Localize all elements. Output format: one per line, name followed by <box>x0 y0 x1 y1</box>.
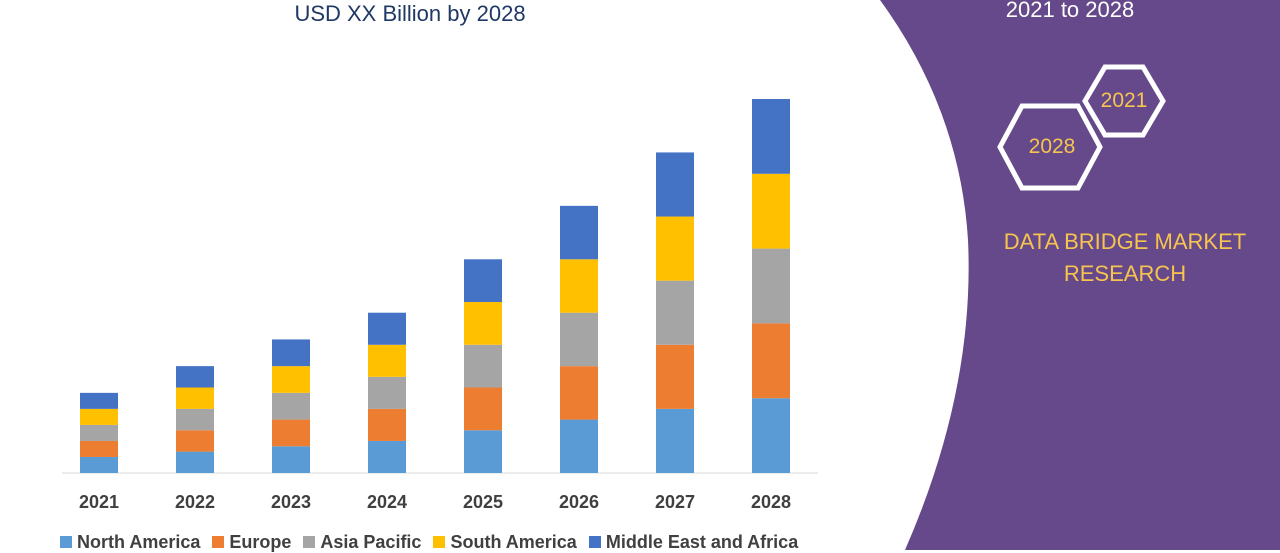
bar-2027-middle-east-and-africa <box>656 152 694 217</box>
x-tick-label: 2023 <box>271 492 311 512</box>
legend-label: Europe <box>229 531 292 552</box>
bar-2021-europe <box>80 440 118 457</box>
legend-label: Asia Pacific <box>320 531 422 552</box>
bar-2024-middle-east-and-africa <box>368 312 406 345</box>
bar-2021-asia-pacific <box>80 424 118 441</box>
legend-item: North America <box>60 532 200 553</box>
legend-swatch <box>433 536 446 548</box>
bar-2028-asia-pacific <box>752 248 790 324</box>
bar-2021-north-america <box>80 456 118 473</box>
hexagon-2021-icon <box>1082 64 1166 138</box>
bar-2022-south-america <box>176 387 214 409</box>
bar-2023-north-america <box>272 446 310 473</box>
bar-2024-europe <box>368 408 406 441</box>
hexagon-2028-icon <box>997 103 1103 191</box>
bar-2024-south-america <box>368 344 406 377</box>
chart-legend: North America Europe Asia Pacific South Ame… <box>60 532 798 552</box>
bar-2022-asia-pacific <box>176 408 214 431</box>
legend-swatch <box>212 536 225 548</box>
legend-swatch <box>588 536 601 548</box>
brand-line-1: DATA BRIDGE MARKET <box>1003 229 1247 254</box>
bar-2026-europe <box>560 366 598 420</box>
bar-2028-europe <box>752 323 790 399</box>
legend-item: Europe <box>212 532 291 553</box>
bar-2025-asia-pacific <box>464 344 502 388</box>
bar-2022-middle-east-and-africa <box>176 366 214 388</box>
badge-year-start: 2021 <box>1100 89 1148 112</box>
legend-label: Middle East and Africa <box>605 531 799 552</box>
x-tick-label: 2026 <box>559 492 599 512</box>
x-tick-label: 2028 <box>751 492 791 512</box>
bar-2027-north-america <box>656 408 694 473</box>
forecast-period: 2021 to 2028 <box>1005 0 1135 22</box>
brand-name: DATA BRIDGE MARKET RESEARCH <box>975 226 1275 290</box>
badge-year-end: 2028 <box>1028 135 1076 158</box>
bar-2028-south-america <box>752 173 790 249</box>
legend-item: Asia Pacific <box>303 532 421 553</box>
bar-2026-north-america <box>560 419 598 473</box>
bar-2021-south-america <box>80 408 118 425</box>
bar-2023-europe <box>272 419 310 447</box>
bar-2023-middle-east-and-africa <box>272 339 310 367</box>
bar-2028-middle-east-and-africa <box>752 99 790 174</box>
bar-2027-europe <box>656 344 694 409</box>
brand-line-2: RESEARCH <box>1063 261 1187 286</box>
bar-2023-south-america <box>272 366 310 393</box>
bar-2028-north-america <box>752 398 790 473</box>
bar-2025-south-america <box>464 302 502 345</box>
bar-2026-middle-east-and-africa <box>560 205 598 260</box>
x-tick-label: 2022 <box>175 492 215 512</box>
bar-2027-asia-pacific <box>656 280 694 345</box>
legend-swatch <box>303 536 316 548</box>
legend-label: North America <box>77 531 201 552</box>
bar-2027-south-america <box>656 216 694 281</box>
bar-2025-europe <box>464 387 502 431</box>
x-tick-label: 2027 <box>655 492 695 512</box>
chart-subtitle: USD XX Billion by 2028 <box>294 1 526 26</box>
bar-2023-asia-pacific <box>272 392 310 420</box>
legend-item: South America <box>433 531 577 553</box>
bar-2024-asia-pacific <box>368 376 406 409</box>
x-tick-label: 2024 <box>367 492 407 512</box>
bar-2022-europe <box>176 430 214 452</box>
brand-panel <box>880 0 1280 550</box>
bar-2026-south-america <box>560 259 598 313</box>
bar-2024-north-america <box>368 440 406 473</box>
legend-item: Middle East and Africa <box>588 531 799 553</box>
x-tick-label: 2021 <box>79 492 119 512</box>
bar-2025-north-america <box>464 430 502 473</box>
bar-2025-middle-east-and-africa <box>464 259 502 303</box>
x-tick-label: 2025 <box>463 492 503 512</box>
bar-2022-north-america <box>176 451 214 473</box>
legend-label: South America <box>450 531 577 552</box>
legend-swatch <box>60 536 72 548</box>
bar-2026-asia-pacific <box>560 312 598 367</box>
bar-2021-middle-east-and-africa <box>80 392 118 409</box>
